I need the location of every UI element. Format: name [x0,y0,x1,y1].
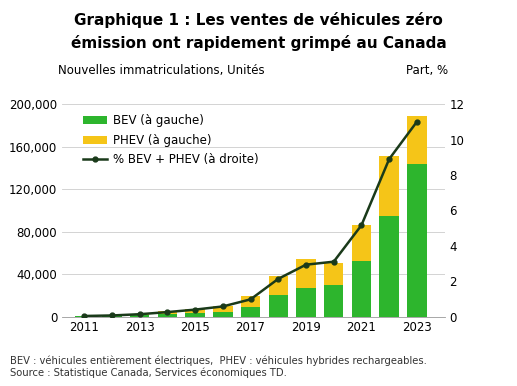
Bar [407,116,427,164]
Text: émission ont rapidement grimpé au Canada: émission ont rapidement grimpé au Canada [71,35,446,51]
Bar [241,296,260,307]
Bar [352,225,371,261]
Bar [296,259,316,288]
Bar [379,215,399,317]
Bar [130,314,149,315]
% BEV + PHEV (à droite) [164,310,171,315]
Bar [186,313,205,317]
Text: Part, %: Part, % [406,64,448,77]
% BEV + PHEV (à droite) [331,259,337,264]
Text: Nouvelles immatriculations, Unités: Nouvelles immatriculations, Unités [58,64,265,77]
% BEV + PHEV (à droite) [136,312,143,317]
Bar [241,307,260,317]
Bar [213,306,233,312]
Bar [296,288,316,317]
Bar [352,261,371,317]
% BEV + PHEV (à droite) [220,304,226,309]
Bar [213,312,233,317]
Bar [158,312,177,314]
Bar [324,285,343,317]
% BEV + PHEV (à droite) [303,262,309,267]
% BEV + PHEV (à droite) [414,119,420,124]
% BEV + PHEV (à droite) [192,307,198,312]
Line: % BEV + PHEV (à droite): % BEV + PHEV (à droite) [82,119,419,318]
% BEV + PHEV (à droite) [248,297,254,302]
Bar [268,276,288,295]
Bar [268,295,288,317]
Bar [186,309,205,313]
Bar [102,315,121,316]
Bar [324,264,343,285]
% BEV + PHEV (à droite) [358,223,364,227]
% BEV + PHEV (à droite) [109,313,115,318]
Bar [407,164,427,317]
Bar [130,315,149,317]
Text: BEV : véhicules entièrement électriques,  PHEV : véhicules hybrides rechargeable: BEV : véhicules entièrement électriques,… [10,356,427,378]
% BEV + PHEV (à droite) [386,157,392,161]
Bar [102,316,121,317]
% BEV + PHEV (à droite) [81,314,87,318]
Legend: BEV (à gauche), PHEV (à gauche), % BEV + PHEV (à droite): BEV (à gauche), PHEV (à gauche), % BEV +… [83,114,258,166]
% BEV + PHEV (à droite) [275,276,281,281]
Bar [158,314,177,317]
Bar [379,156,399,215]
Text: Graphique 1 : Les ventes de véhicules zéro: Graphique 1 : Les ventes de véhicules zé… [74,12,443,27]
